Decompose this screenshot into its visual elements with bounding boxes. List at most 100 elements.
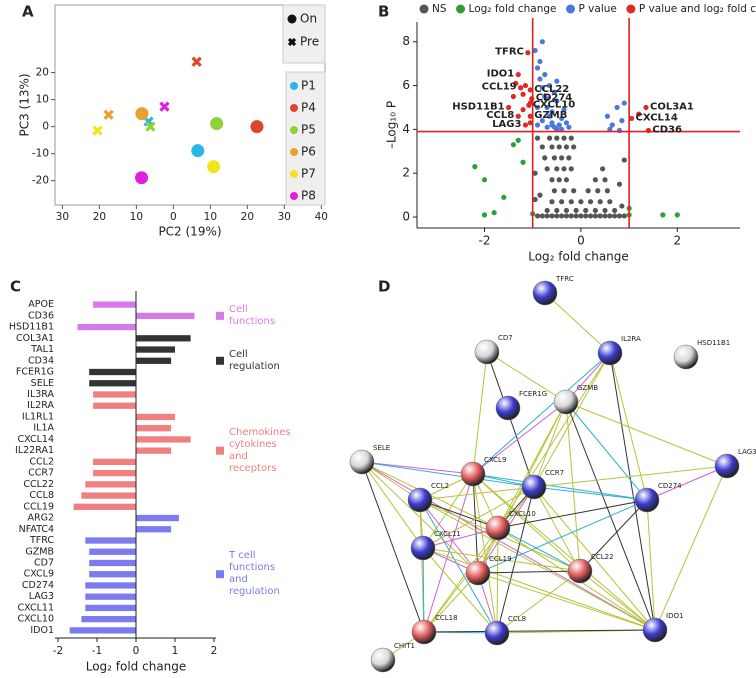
node-label: CD7: [498, 334, 513, 342]
point: [534, 135, 541, 141]
bar: [69, 627, 136, 634]
edge: [565, 401, 728, 467]
y-tick-label: -20: [32, 175, 49, 187]
point: [505, 104, 512, 111]
point: [602, 177, 608, 183]
point: [515, 137, 521, 143]
edge: [477, 499, 648, 574]
edge: [533, 486, 648, 501]
legend-marker: [566, 4, 576, 14]
point: [549, 144, 555, 150]
bar: [136, 425, 172, 432]
point: [571, 188, 577, 194]
x-tick-label: 0: [577, 234, 585, 248]
point: [537, 192, 543, 198]
point: [566, 155, 572, 161]
node-label: IL2RA: [621, 335, 641, 343]
point: [571, 144, 577, 150]
category-label: CXCL9: [24, 569, 54, 580]
category-label: CXCL14: [18, 434, 54, 445]
y-tick-label: 10: [36, 94, 49, 106]
x-tick-label: -2: [479, 234, 491, 248]
edge: [533, 465, 728, 488]
x-tick-label: 2: [674, 234, 682, 248]
node: [485, 515, 511, 541]
edge: [419, 499, 479, 574]
point: [578, 213, 584, 219]
x-tick-label: -1: [92, 645, 102, 657]
point: [643, 104, 649, 111]
legend-label: Cell functions: [229, 303, 276, 327]
point: [561, 166, 567, 172]
legend-label: Cell regulation: [229, 348, 280, 372]
point: [544, 213, 550, 219]
edge: [419, 499, 499, 529]
y-tick-label: 8: [402, 34, 410, 48]
point: [103, 109, 114, 120]
legend-label: T cell functions and regulation: [229, 550, 280, 598]
point: [527, 100, 533, 106]
node-label: LAG3: [738, 448, 756, 456]
bar: [136, 526, 172, 533]
point: [539, 118, 545, 124]
point: [563, 213, 570, 219]
edge: [497, 527, 581, 572]
bar: [136, 447, 172, 454]
legend-swatch: [216, 356, 224, 365]
node-label: CXCL11: [434, 530, 461, 538]
node: [465, 560, 491, 586]
legend-label-box: Cell regulation: [229, 348, 280, 372]
point: [554, 166, 560, 172]
bar: [93, 458, 136, 466]
gene-label: COL3A1: [650, 101, 694, 112]
edge: [422, 547, 498, 634]
node-label: TFRC: [555, 275, 574, 283]
point: [607, 213, 613, 219]
category-label: CCL22: [23, 479, 54, 490]
point: [525, 50, 531, 56]
legend-swatch: [216, 446, 224, 455]
edge: [423, 629, 656, 633]
x-tick-label: 10: [130, 211, 143, 223]
category-label: CCR7: [28, 468, 54, 479]
category-label: IL1A: [33, 423, 54, 434]
node: [495, 395, 521, 421]
edge: [472, 473, 498, 634]
x-tick-label: 0: [170, 211, 177, 223]
point: [573, 207, 579, 214]
category-label: IL3RA: [27, 389, 54, 400]
category-label: COL3A1: [16, 333, 54, 344]
legend-label: P value and log₂ fold change: [639, 3, 756, 15]
category-label: CD34: [28, 355, 54, 366]
edge: [472, 473, 656, 631]
point: [551, 155, 557, 161]
edge: [579, 570, 656, 631]
node: [714, 453, 740, 479]
edge: [472, 352, 611, 475]
edge: [422, 473, 474, 549]
point: [561, 107, 567, 113]
point: [597, 199, 603, 205]
category-label: APOE: [28, 299, 54, 310]
bar: [85, 604, 136, 612]
x-tick-label: 30: [56, 211, 69, 223]
node-label: CCR7: [545, 469, 564, 477]
y-tick-label: 2: [402, 166, 410, 180]
bar: [85, 481, 136, 488]
node-label: FCER1G: [519, 390, 547, 398]
category-label: CCL19: [23, 501, 54, 512]
edge: [565, 401, 581, 572]
bar: [93, 469, 136, 477]
point: [621, 100, 627, 106]
legend-marker: [290, 82, 298, 90]
point: [587, 199, 594, 205]
legend-marker: [290, 126, 298, 134]
point: [554, 78, 560, 84]
node: [553, 389, 579, 415]
x-axis-title: PC2 (19%): [158, 225, 221, 239]
edge: [361, 461, 425, 633]
edge: [533, 401, 567, 488]
point: [510, 93, 517, 100]
point: [539, 213, 545, 219]
point: [559, 199, 565, 205]
